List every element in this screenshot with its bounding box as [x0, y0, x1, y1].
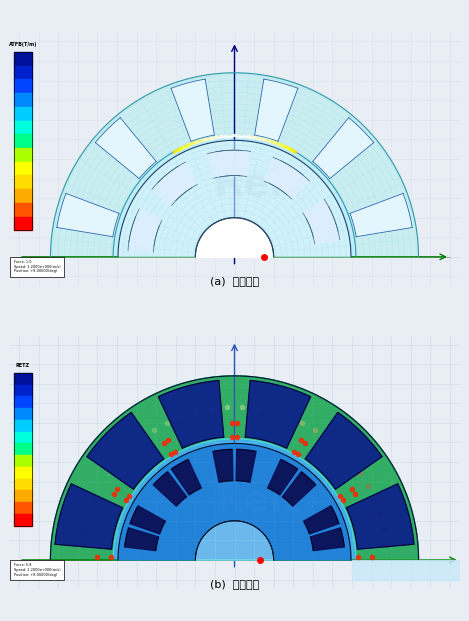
- Polygon shape: [305, 412, 382, 489]
- Bar: [14, 479, 32, 491]
- Bar: [14, 203, 32, 217]
- Bar: [14, 66, 32, 79]
- Bar: [14, 93, 32, 107]
- Bar: [14, 52, 32, 230]
- Polygon shape: [352, 560, 460, 579]
- Bar: [14, 502, 32, 514]
- Text: Force: 5.8
Speed: 1.2000e+000(m/s)
Position: +8.00000(deg): Force: 5.8 Speed: 1.2000e+000(m/s) Posit…: [14, 563, 61, 576]
- Bar: [14, 175, 32, 189]
- Polygon shape: [171, 460, 201, 495]
- Polygon shape: [125, 528, 159, 551]
- Bar: [14, 107, 32, 120]
- Polygon shape: [171, 79, 214, 142]
- Polygon shape: [270, 161, 303, 195]
- Text: Reit: Reit: [213, 165, 301, 204]
- Bar: [14, 420, 32, 432]
- Polygon shape: [236, 450, 256, 482]
- Text: Reit: Reit: [213, 481, 301, 519]
- Polygon shape: [350, 193, 412, 237]
- Polygon shape: [87, 412, 164, 489]
- Polygon shape: [57, 193, 119, 237]
- Polygon shape: [55, 484, 123, 549]
- Polygon shape: [196, 218, 273, 257]
- Polygon shape: [255, 79, 298, 142]
- Polygon shape: [118, 443, 351, 560]
- Polygon shape: [346, 484, 414, 549]
- Bar: [14, 134, 32, 148]
- Polygon shape: [51, 73, 418, 257]
- Polygon shape: [303, 199, 340, 243]
- Bar: [14, 432, 32, 443]
- Polygon shape: [158, 166, 192, 201]
- Polygon shape: [51, 73, 418, 257]
- Bar: [14, 514, 32, 525]
- Polygon shape: [130, 506, 166, 534]
- Bar: [14, 467, 32, 479]
- Bar: [14, 148, 32, 161]
- Bar: [14, 373, 32, 525]
- Polygon shape: [264, 157, 310, 199]
- Polygon shape: [95, 117, 156, 179]
- Text: (a)  자속밀도: (a) 자속밀도: [210, 276, 259, 286]
- Polygon shape: [245, 381, 310, 448]
- Bar: [14, 217, 32, 230]
- Bar: [14, 408, 32, 420]
- Bar: [14, 491, 32, 502]
- Bar: [14, 385, 32, 396]
- Polygon shape: [128, 209, 162, 252]
- Polygon shape: [282, 472, 316, 506]
- Bar: [14, 52, 32, 66]
- Text: Force: 1.0
Speed: 1.2000e+000(m/s)
Position: +8.00000(deg): Force: 1.0 Speed: 1.2000e+000(m/s) Posit…: [14, 260, 61, 273]
- Polygon shape: [306, 207, 338, 237]
- Polygon shape: [153, 472, 187, 506]
- Polygon shape: [313, 117, 374, 179]
- Polygon shape: [216, 150, 242, 177]
- Polygon shape: [207, 150, 250, 178]
- Bar: [14, 443, 32, 455]
- Bar: [14, 189, 32, 203]
- Polygon shape: [113, 135, 356, 257]
- Bar: [14, 396, 32, 408]
- Polygon shape: [159, 381, 224, 448]
- Bar: [14, 161, 32, 175]
- Polygon shape: [268, 460, 298, 495]
- Bar: [14, 455, 32, 467]
- Polygon shape: [303, 506, 339, 534]
- Polygon shape: [51, 376, 418, 560]
- Polygon shape: [152, 162, 197, 206]
- Polygon shape: [310, 528, 344, 551]
- Bar: [14, 373, 32, 385]
- Polygon shape: [113, 438, 356, 560]
- Text: RETZ: RETZ: [16, 363, 30, 368]
- Text: (b)  자속선도: (b) 자속선도: [210, 579, 259, 589]
- Bar: [14, 120, 32, 134]
- Polygon shape: [118, 140, 351, 257]
- Polygon shape: [213, 450, 233, 482]
- Bar: [14, 79, 32, 93]
- Polygon shape: [51, 376, 418, 560]
- Polygon shape: [196, 521, 273, 560]
- Text: ATFB(T/m): ATFB(T/m): [9, 42, 37, 47]
- Polygon shape: [129, 217, 159, 246]
